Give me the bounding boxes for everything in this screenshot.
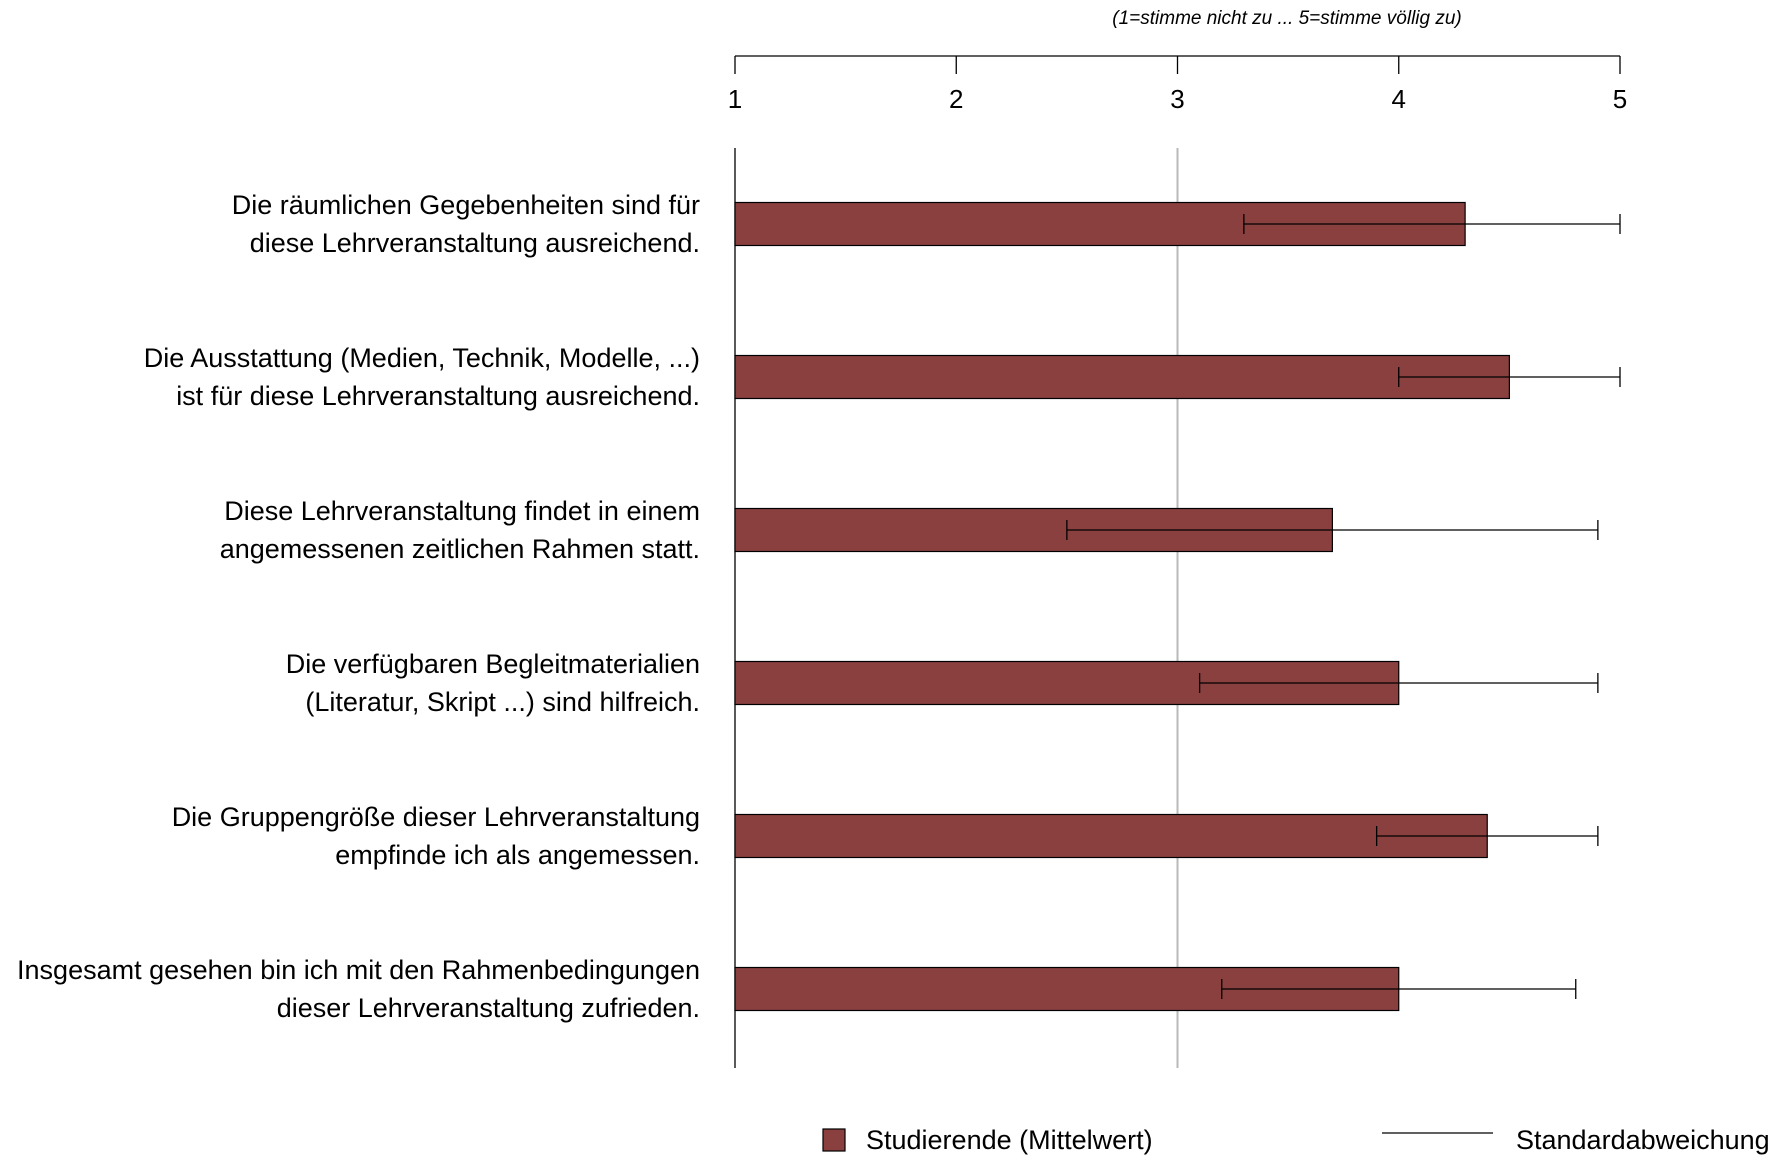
category-label: Die Ausstattung (Medien, Technik, Modell… [144,343,700,373]
scale-note: (1=stimme nicht zu ... 5=stimme völlig z… [1112,8,1462,29]
bars [734,201,1510,1012]
x-tick-label: 5 [1613,84,1627,114]
error-bars [1066,214,1621,999]
legend-swatch-mean [822,1128,846,1152]
x-tick-label: 3 [1170,84,1184,114]
category-label: Insgesamt gesehen bin ich mit den Rahmen… [17,955,700,985]
reference-line-group [734,148,1179,1068]
error-bar [1066,520,1599,540]
legend-label-mean: Studierende (Mittelwert) [866,1125,1153,1155]
x-axis: 1 2 3 4 5 [728,55,1627,114]
error-bar [1198,673,1599,693]
x-tick-label: 4 [1392,84,1406,114]
category-label: diese Lehrveranstaltung ausreichend. [250,228,700,258]
category-label: Die Gruppengröße dieser Lehrveranstaltun… [172,802,700,832]
error-bar [1398,367,1621,387]
x-tick-label: 1 [728,84,742,114]
bar [734,813,1488,859]
category-label: dieser Lehrveranstaltung zufrieden. [277,993,700,1023]
category-label: Die räumlichen Gegebenheiten sind für [232,190,700,220]
legend-label-sd: Standardabweichung [1516,1125,1770,1155]
legend: Studierende (Mittelwert) Standardabweich… [822,1125,1770,1155]
category-label: angemessenen zeitlichen Rahmen statt. [220,534,700,564]
category-labels: Die räumlichen Gegebenheiten sind für die… [17,190,700,1023]
error-bar [1375,826,1599,846]
category-label: ist für diese Lehrveranstaltung ausreich… [176,381,700,411]
category-label: Die verfügbaren Begleitmaterialien [286,649,700,679]
x-tick-label: 2 [949,84,963,114]
error-bar [1243,214,1621,234]
category-label: Diese Lehrveranstaltung findet in einem [224,496,700,526]
bar [734,354,1510,400]
category-label: empfinde ich als angemessen. [335,840,700,870]
error-bar [1221,979,1577,999]
category-label: (Literatur, Skript ...) sind hilfreich. [305,687,700,717]
